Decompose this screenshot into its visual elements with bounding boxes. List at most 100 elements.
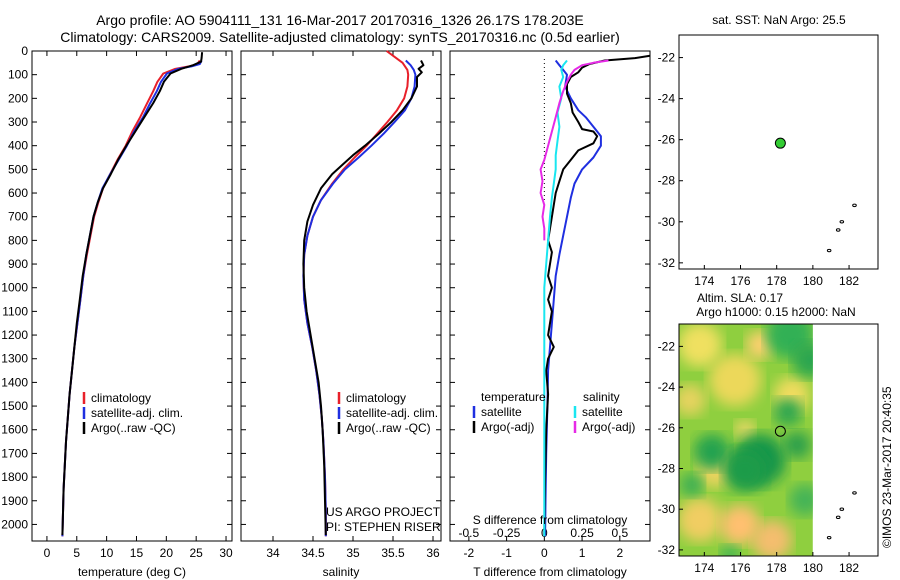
depth-axis-tick-label: 200 [8, 91, 28, 105]
sla-heatmap-cell [792, 342, 813, 378]
sla-map-y-tick-label: -30 [658, 502, 676, 516]
sst-map-y-tick-label: -22 [658, 51, 676, 65]
difference-x-tick-label: 0 [541, 546, 548, 560]
depth-axis-tick-label: 900 [8, 257, 28, 271]
sla-map-frame [678, 323, 879, 557]
difference-x-tick-label: 1 [579, 546, 586, 560]
salinity-diff-tick-label: 0.25 [570, 526, 594, 540]
difference-panel-frame [449, 50, 651, 542]
copyright-stamp: ©IMOS 23-Mar-2017 20:40:35 [880, 386, 894, 548]
sla-heatmap-cell [680, 473, 704, 497]
sla-map-y-tick-label: -26 [658, 421, 676, 435]
sst-map-x-tick-label: 180 [803, 274, 823, 288]
salinity-diff-tick-label: -0.25 [493, 526, 521, 540]
sst-map-y-tick-label: -32 [658, 256, 676, 270]
sst-map-x-tick-label: 176 [730, 274, 750, 288]
depth-axis-tick-label: 1100 [2, 304, 28, 318]
sst-map-title: sat. SST: NaN Argo: 25.5 [712, 13, 846, 27]
difference-axis-title: T difference from climatology [473, 565, 627, 579]
sla-map-x-tick-label: 174 [694, 561, 714, 575]
salinity-x-axis-tick-label: 34.5 [301, 546, 325, 560]
pi-annotation: PI: STEPHEN RISER [326, 520, 441, 534]
temperature-x-axis-tick-label: 0 [44, 546, 51, 560]
difference-x-tick-label: 2 [616, 546, 623, 560]
sst-argo-marker [774, 137, 786, 149]
difference-x-tick-label: -2 [464, 546, 475, 560]
temperature-series-climatology [61, 59, 201, 537]
diff-legend-s-argo-label: Argo(-adj) [582, 420, 635, 434]
depth-axis-tick-label: 1900 [1, 494, 28, 508]
sst-map-y-tick-label: -26 [658, 133, 676, 147]
salinity-diff-tick-label: 0.5 [611, 526, 628, 540]
sla-map-title-line2: Argo h1000: 0.15 h2000: NaN [696, 305, 855, 319]
sla-map-land [839, 507, 845, 511]
sst-map-y-tick-label: -28 [658, 174, 676, 188]
sla-map-x-tick-label: 180 [803, 561, 823, 575]
depth-axis-tick-label: 1500 [1, 399, 28, 413]
temperature-legend-1-label: satellite-adj. clim. [91, 406, 183, 420]
sla-heatmap-cell [679, 498, 722, 542]
diff-legend-t-sat-label: satellite [481, 405, 522, 419]
depth-axis-tick-label: 1600 [1, 423, 28, 437]
temperature-x-axis-tick-label: 30 [219, 546, 233, 560]
temperature-legend-title: temperature [481, 390, 546, 404]
sla-heatmap-cell [709, 354, 761, 406]
salinity-x-axis-tick-label: 34 [266, 546, 280, 560]
depth-axis-tick-label: 1400 [1, 375, 28, 389]
depth-axis-tick-label: 300 [8, 115, 28, 129]
depth-axis-tick-label: 700 [8, 210, 28, 224]
salinity-axis-title: salinity [323, 565, 360, 579]
sst-map-land [852, 203, 857, 208]
difference-series-t-argo [543, 54, 651, 536]
sst-map-land [839, 220, 845, 224]
sla-heatmap-cell [723, 448, 767, 492]
sla-heatmap-cell [752, 520, 792, 556]
sla-map-y-tick-label: -32 [658, 543, 676, 557]
figure-title-line2: Climatology: CARS2009. Satellite-adjuste… [60, 29, 620, 45]
salinity-legend-1-label: satellite-adj. clim. [346, 406, 438, 420]
sla-map-y-tick-label: -28 [658, 461, 676, 475]
sla-heatmap-cell [735, 420, 755, 440]
temperature-legend-0-label: climatology [91, 391, 151, 405]
depth-axis-tick-label: 600 [8, 186, 28, 200]
figure-title-line1: Argo profile: AO 5904111_131 16-Mar-2017… [96, 12, 584, 28]
sla-map-land [852, 491, 857, 495]
depth-axis-tick-label: 400 [8, 139, 28, 153]
sst-map-y-tick-label: -30 [658, 215, 676, 229]
sla-map-land [826, 535, 832, 540]
sla-heatmap-cell [679, 384, 706, 416]
sla-map-title-line1: Altim. SLA: 0.17 [697, 291, 783, 305]
sst-map-x-tick-label: 182 [839, 274, 859, 288]
depth-axis-tick-label: 100 [8, 68, 28, 82]
difference-top-axis-title: S difference from climatology [473, 513, 628, 527]
depth-axis-tick-label: 0 [21, 44, 28, 58]
depth-axis-tick-label: 1300 [1, 352, 28, 366]
project-annotation: US ARGO PROJECT [326, 505, 441, 519]
sla-map-y-tick-label: -22 [658, 339, 676, 353]
temperature-x-axis-tick-label: 15 [130, 546, 144, 560]
difference-series-s-argo [539, 59, 609, 241]
sla-heatmap-cell [783, 431, 811, 459]
sst-map-land [826, 248, 832, 253]
sla-heatmap-cell [694, 434, 730, 470]
sst-map-frame [678, 34, 879, 270]
sla-heatmap-cell [720, 545, 740, 556]
salinity-legend-2-label: Argo(..raw -QC) [346, 421, 431, 435]
sla-argo-marker [774, 425, 786, 437]
salinity-series-argo [302, 60, 425, 536]
salinity-legend-0-label: climatology [346, 391, 406, 405]
depth-axis-tick-label: 500 [8, 162, 28, 176]
sst-map-y-tick-label: -24 [658, 92, 676, 106]
sla-heatmap-cell [720, 505, 760, 545]
temperature-x-axis-tick-label: 5 [73, 546, 80, 560]
depth-axis-tick-label: 1200 [1, 328, 28, 342]
salinity-diff-tick-label: -0.5 [459, 526, 480, 540]
temperature-panel-frame [31, 50, 233, 542]
depth-axis-tick-label: 800 [8, 233, 28, 247]
difference-series-s-satellite [543, 59, 568, 537]
diff-legend-s-sat-label: satellite [582, 405, 623, 419]
depth-axis-tick-label: 1800 [1, 470, 28, 484]
temperature-legend-2-label: Argo(..raw -QC) [91, 421, 176, 435]
salinity-legend-title: salinity [583, 390, 620, 404]
